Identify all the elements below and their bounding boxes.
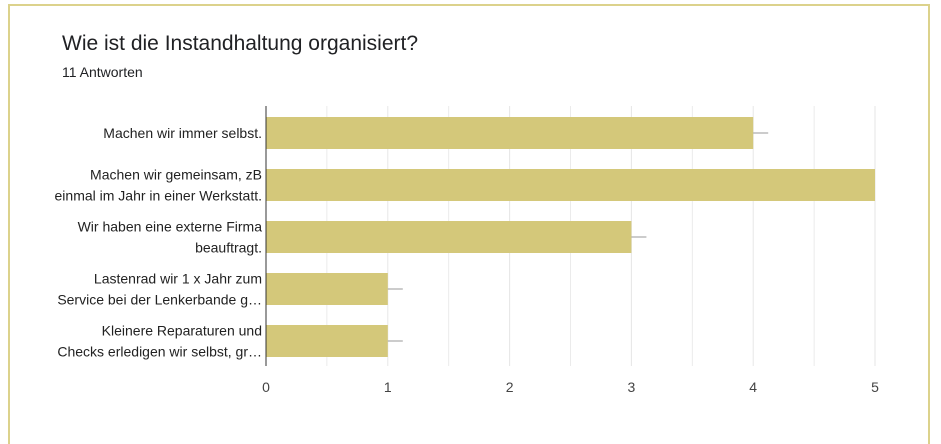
bar-5	[266, 325, 388, 357]
category-label: beauftragt.	[195, 240, 262, 256]
category-label: Lastenrad wir 1 x Jahr zum	[94, 271, 262, 287]
category-label: Kleinere Reparaturen und	[102, 323, 262, 339]
category-label: Checks erledigen wir selbst, gr…	[57, 344, 262, 360]
bar-2	[266, 169, 875, 201]
x-tick-label: 2	[506, 379, 514, 395]
question-title: Wie ist die Instandhaltung organisiert?	[62, 32, 419, 55]
x-tick-label: 1	[384, 379, 392, 395]
response-count: 11 Antworten	[62, 64, 143, 80]
x-tick-label: 0	[262, 379, 270, 395]
x-tick-label: 5	[871, 379, 879, 395]
category-label: Service bei der Lenkerbande g…	[57, 292, 262, 308]
category-label: Machen wir immer selbst.	[103, 125, 262, 141]
category-label: Machen wir gemeinsam, zB	[90, 167, 262, 183]
category-label: einmal im Jahr in einer Werkstatt.	[55, 188, 262, 204]
bar-chart: Machen wir immer selbst. Machen wir gemei…	[55, 106, 879, 395]
bar-1	[266, 117, 754, 149]
x-tick-label: 4	[749, 379, 757, 395]
bar-3	[266, 221, 632, 253]
x-tick-label: 3	[628, 379, 636, 395]
bar-4	[266, 273, 388, 305]
category-label: Wir haben eine externe Firma	[78, 219, 263, 235]
